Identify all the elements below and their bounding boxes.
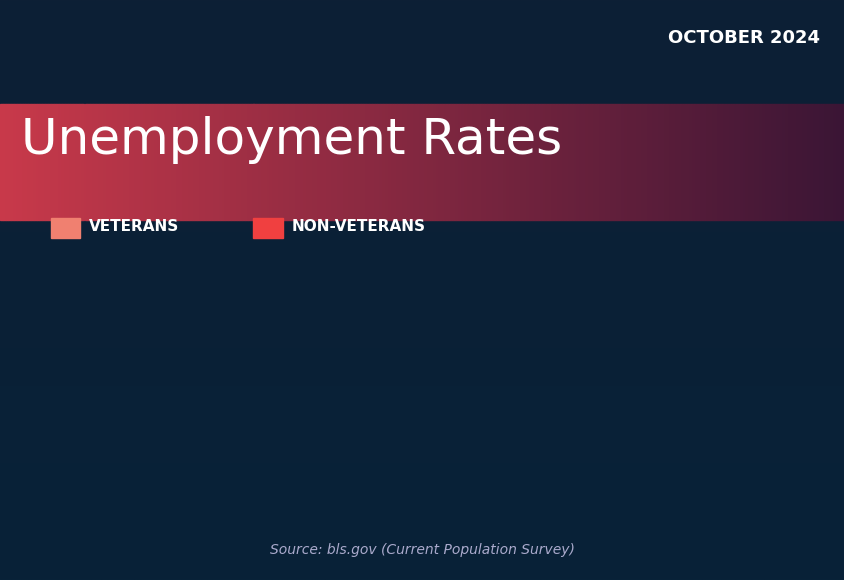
Text: 4.0%: 4.0%	[525, 435, 570, 450]
Text: NON-VETERANS: NON-VETERANS	[291, 219, 425, 234]
Text: 3.5%: 3.5%	[171, 439, 215, 454]
Text: VETERANS: VETERANS	[89, 219, 179, 234]
Bar	[342, 309, 398, 476]
Text: Unemployment Rates: Unemployment Rates	[21, 116, 562, 164]
Text: 2.1%: 2.1%	[115, 451, 159, 466]
Text: 2.0%: 2.0%	[646, 451, 690, 466]
Text: 4.7%: 4.7%	[702, 429, 746, 444]
Text: OCTOBER 2024: OCTOBER 2024	[667, 29, 819, 47]
Bar	[640, 416, 696, 476]
Text: 7.0%: 7.0%	[291, 410, 336, 425]
Bar	[285, 267, 342, 476]
Bar	[696, 336, 753, 476]
Text: 5.6%: 5.6%	[348, 422, 392, 437]
Text: 2.2%: 2.2%	[468, 450, 513, 465]
Bar	[108, 413, 165, 476]
Bar	[463, 410, 519, 476]
Bar	[519, 357, 576, 476]
Text: Source: bls.gov (Current Population Survey): Source: bls.gov (Current Population Surv…	[270, 543, 574, 557]
Bar	[165, 372, 221, 476]
